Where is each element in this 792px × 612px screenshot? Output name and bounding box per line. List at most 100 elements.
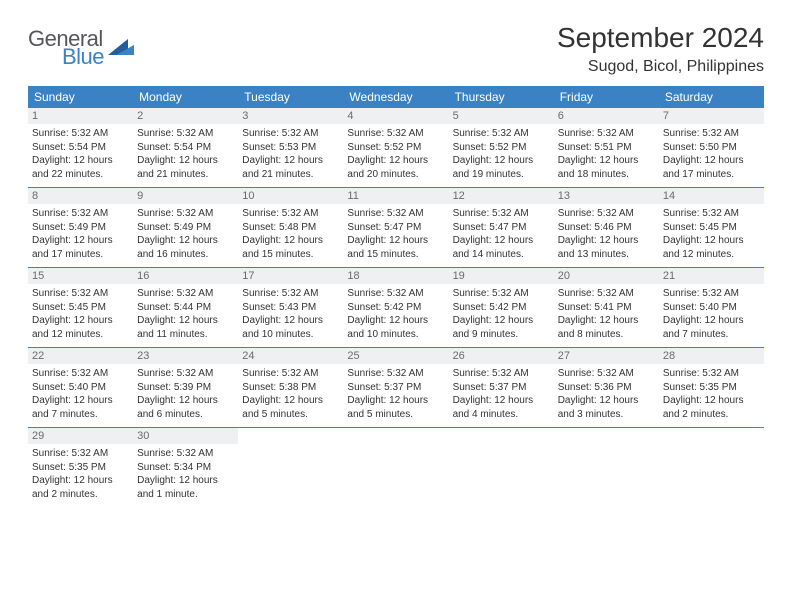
daylight-text: and 9 minutes. [453, 328, 550, 342]
day-cell [659, 428, 764, 507]
day-number: 2 [133, 108, 238, 124]
day-cell: 26Sunrise: 5:32 AMSunset: 5:37 PMDayligh… [449, 348, 554, 427]
day-cell: 19Sunrise: 5:32 AMSunset: 5:42 PMDayligh… [449, 268, 554, 347]
day-cell: 25Sunrise: 5:32 AMSunset: 5:37 PMDayligh… [343, 348, 448, 427]
weekday-friday: Friday [554, 86, 659, 108]
day-number: 3 [238, 108, 343, 124]
daylight-text: Daylight: 12 hours [242, 234, 339, 248]
sunset-text: Sunset: 5:52 PM [347, 141, 444, 155]
day-cell [343, 428, 448, 507]
daylight-text: Daylight: 12 hours [558, 154, 655, 168]
day-cell: 20Sunrise: 5:32 AMSunset: 5:41 PMDayligh… [554, 268, 659, 347]
sunrise-text: Sunrise: 5:32 AM [347, 127, 444, 141]
title-block: September 2024 Sugod, Bicol, Philippines [557, 22, 764, 76]
sunset-text: Sunset: 5:46 PM [558, 221, 655, 235]
sunrise-text: Sunrise: 5:32 AM [558, 367, 655, 381]
sunset-text: Sunset: 5:38 PM [242, 381, 339, 395]
sunrise-text: Sunrise: 5:32 AM [347, 287, 444, 301]
day-cell [554, 428, 659, 507]
weekday-wednesday: Wednesday [343, 86, 448, 108]
sunset-text: Sunset: 5:36 PM [558, 381, 655, 395]
daylight-text: and 4 minutes. [453, 408, 550, 422]
daylight-text: and 15 minutes. [242, 248, 339, 262]
daylight-text: Daylight: 12 hours [32, 314, 129, 328]
sunset-text: Sunset: 5:49 PM [137, 221, 234, 235]
sunrise-text: Sunrise: 5:32 AM [137, 447, 234, 461]
daylight-text: Daylight: 12 hours [663, 314, 760, 328]
sunrise-text: Sunrise: 5:32 AM [32, 287, 129, 301]
day-number: 5 [449, 108, 554, 124]
sunrise-text: Sunrise: 5:32 AM [242, 127, 339, 141]
daylight-text: Daylight: 12 hours [32, 394, 129, 408]
daylight-text: Daylight: 12 hours [558, 234, 655, 248]
daylight-text: and 10 minutes. [242, 328, 339, 342]
day-cell: 3Sunrise: 5:32 AMSunset: 5:53 PMDaylight… [238, 108, 343, 187]
day-number: 23 [133, 348, 238, 364]
day-number: 13 [554, 188, 659, 204]
day-number: 1 [28, 108, 133, 124]
day-number: 15 [28, 268, 133, 284]
sunrise-text: Sunrise: 5:32 AM [663, 287, 760, 301]
daylight-text: Daylight: 12 hours [137, 154, 234, 168]
daylight-text: and 20 minutes. [347, 168, 444, 182]
weeks-container: 1Sunrise: 5:32 AMSunset: 5:54 PMDaylight… [28, 108, 764, 507]
day-number: 8 [28, 188, 133, 204]
sunset-text: Sunset: 5:39 PM [137, 381, 234, 395]
sunrise-text: Sunrise: 5:32 AM [663, 367, 760, 381]
daylight-text: Daylight: 12 hours [242, 314, 339, 328]
daylight-text: and 11 minutes. [137, 328, 234, 342]
day-cell: 2Sunrise: 5:32 AMSunset: 5:54 PMDaylight… [133, 108, 238, 187]
week-row: 22Sunrise: 5:32 AMSunset: 5:40 PMDayligh… [28, 348, 764, 428]
weekday-header-row: Sunday Monday Tuesday Wednesday Thursday… [28, 86, 764, 108]
week-row: 1Sunrise: 5:32 AMSunset: 5:54 PMDaylight… [28, 108, 764, 188]
daylight-text: Daylight: 12 hours [663, 394, 760, 408]
day-cell: 17Sunrise: 5:32 AMSunset: 5:43 PMDayligh… [238, 268, 343, 347]
sunrise-text: Sunrise: 5:32 AM [32, 447, 129, 461]
daylight-text: and 5 minutes. [242, 408, 339, 422]
daylight-text: Daylight: 12 hours [32, 474, 129, 488]
day-number: 17 [238, 268, 343, 284]
logo-text: General Blue [28, 28, 104, 68]
day-cell: 27Sunrise: 5:32 AMSunset: 5:36 PMDayligh… [554, 348, 659, 427]
daylight-text: and 21 minutes. [137, 168, 234, 182]
sunrise-text: Sunrise: 5:32 AM [558, 127, 655, 141]
sunset-text: Sunset: 5:47 PM [453, 221, 550, 235]
sunrise-text: Sunrise: 5:32 AM [453, 287, 550, 301]
day-cell: 1Sunrise: 5:32 AMSunset: 5:54 PMDaylight… [28, 108, 133, 187]
day-number: 26 [449, 348, 554, 364]
daylight-text: Daylight: 12 hours [137, 314, 234, 328]
sunset-text: Sunset: 5:50 PM [663, 141, 760, 155]
day-cell: 4Sunrise: 5:32 AMSunset: 5:52 PMDaylight… [343, 108, 448, 187]
weekday-thursday: Thursday [449, 86, 554, 108]
daylight-text: and 12 minutes. [663, 248, 760, 262]
sunset-text: Sunset: 5:51 PM [558, 141, 655, 155]
day-cell: 16Sunrise: 5:32 AMSunset: 5:44 PMDayligh… [133, 268, 238, 347]
sunset-text: Sunset: 5:44 PM [137, 301, 234, 315]
day-number: 18 [343, 268, 448, 284]
sunrise-text: Sunrise: 5:32 AM [347, 367, 444, 381]
sunrise-text: Sunrise: 5:32 AM [32, 127, 129, 141]
sunset-text: Sunset: 5:42 PM [453, 301, 550, 315]
daylight-text: Daylight: 12 hours [453, 234, 550, 248]
daylight-text: Daylight: 12 hours [242, 394, 339, 408]
header: General Blue September 2024 Sugod, Bicol… [28, 22, 764, 76]
sunrise-text: Sunrise: 5:32 AM [242, 367, 339, 381]
daylight-text: Daylight: 12 hours [137, 394, 234, 408]
sunset-text: Sunset: 5:43 PM [242, 301, 339, 315]
sunrise-text: Sunrise: 5:32 AM [137, 367, 234, 381]
daylight-text: Daylight: 12 hours [242, 154, 339, 168]
daylight-text: and 7 minutes. [663, 328, 760, 342]
day-cell: 5Sunrise: 5:32 AMSunset: 5:52 PMDaylight… [449, 108, 554, 187]
sunset-text: Sunset: 5:52 PM [453, 141, 550, 155]
sunset-text: Sunset: 5:37 PM [347, 381, 444, 395]
sunrise-text: Sunrise: 5:32 AM [453, 207, 550, 221]
daylight-text: Daylight: 12 hours [453, 314, 550, 328]
daylight-text: Daylight: 12 hours [453, 154, 550, 168]
daylight-text: and 2 minutes. [663, 408, 760, 422]
daylight-text: Daylight: 12 hours [663, 234, 760, 248]
sunrise-text: Sunrise: 5:32 AM [558, 287, 655, 301]
day-number: 10 [238, 188, 343, 204]
daylight-text: and 17 minutes. [663, 168, 760, 182]
logo: General Blue [28, 28, 134, 68]
daylight-text: and 19 minutes. [453, 168, 550, 182]
